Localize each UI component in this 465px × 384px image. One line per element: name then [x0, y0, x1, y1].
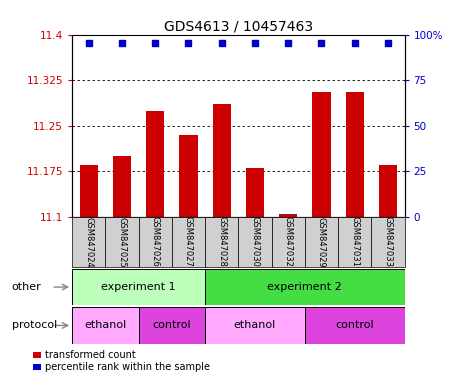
Bar — [72, 307, 139, 344]
Point — [152, 40, 159, 46]
Bar — [345, 92, 364, 217]
Bar — [246, 168, 264, 217]
Point — [251, 40, 259, 46]
Text: protocol: protocol — [12, 320, 57, 331]
Point — [351, 40, 359, 46]
Text: GSM847025: GSM847025 — [118, 217, 126, 267]
Point — [218, 40, 226, 46]
Bar — [205, 217, 239, 267]
Bar — [338, 217, 371, 267]
Bar — [279, 214, 297, 217]
Bar — [172, 217, 205, 267]
Text: GSM847031: GSM847031 — [350, 217, 359, 267]
Bar — [312, 92, 331, 217]
Point — [285, 40, 292, 46]
Bar — [213, 104, 231, 217]
Point — [118, 40, 126, 46]
Text: ethanol: ethanol — [234, 320, 276, 331]
Text: GSM847033: GSM847033 — [384, 217, 392, 267]
Legend: transformed count, percentile rank within the sample: transformed count, percentile rank withi… — [33, 351, 210, 372]
Text: control: control — [335, 320, 374, 331]
Bar — [139, 217, 172, 267]
Text: GSM847029: GSM847029 — [317, 217, 326, 267]
Text: GSM847026: GSM847026 — [151, 217, 159, 267]
Bar — [205, 307, 305, 344]
Title: GDS4613 / 10457463: GDS4613 / 10457463 — [164, 20, 313, 33]
Point — [384, 40, 392, 46]
Bar — [272, 217, 305, 267]
Text: GSM847028: GSM847028 — [217, 217, 226, 267]
Bar — [305, 307, 405, 344]
Bar — [139, 307, 205, 344]
Bar — [372, 217, 405, 267]
Bar — [146, 111, 164, 217]
Bar — [72, 269, 205, 305]
Text: GSM847030: GSM847030 — [251, 217, 259, 267]
Bar — [113, 156, 131, 217]
Bar — [105, 217, 139, 267]
Bar — [179, 135, 198, 217]
Text: GSM847032: GSM847032 — [284, 217, 292, 267]
Text: experiment 1: experiment 1 — [101, 282, 176, 292]
Bar — [205, 269, 405, 305]
Text: GSM847024: GSM847024 — [84, 217, 93, 267]
Text: experiment 2: experiment 2 — [267, 282, 342, 292]
Text: control: control — [153, 320, 191, 331]
Bar — [239, 217, 272, 267]
Bar — [72, 217, 105, 267]
Text: GSM847027: GSM847027 — [184, 217, 193, 267]
Bar — [305, 217, 338, 267]
Text: other: other — [12, 282, 41, 292]
Point — [185, 40, 192, 46]
Bar — [80, 165, 98, 217]
Text: ethanol: ethanol — [84, 320, 126, 331]
Point — [85, 40, 93, 46]
Bar — [379, 165, 397, 217]
Point — [318, 40, 325, 46]
